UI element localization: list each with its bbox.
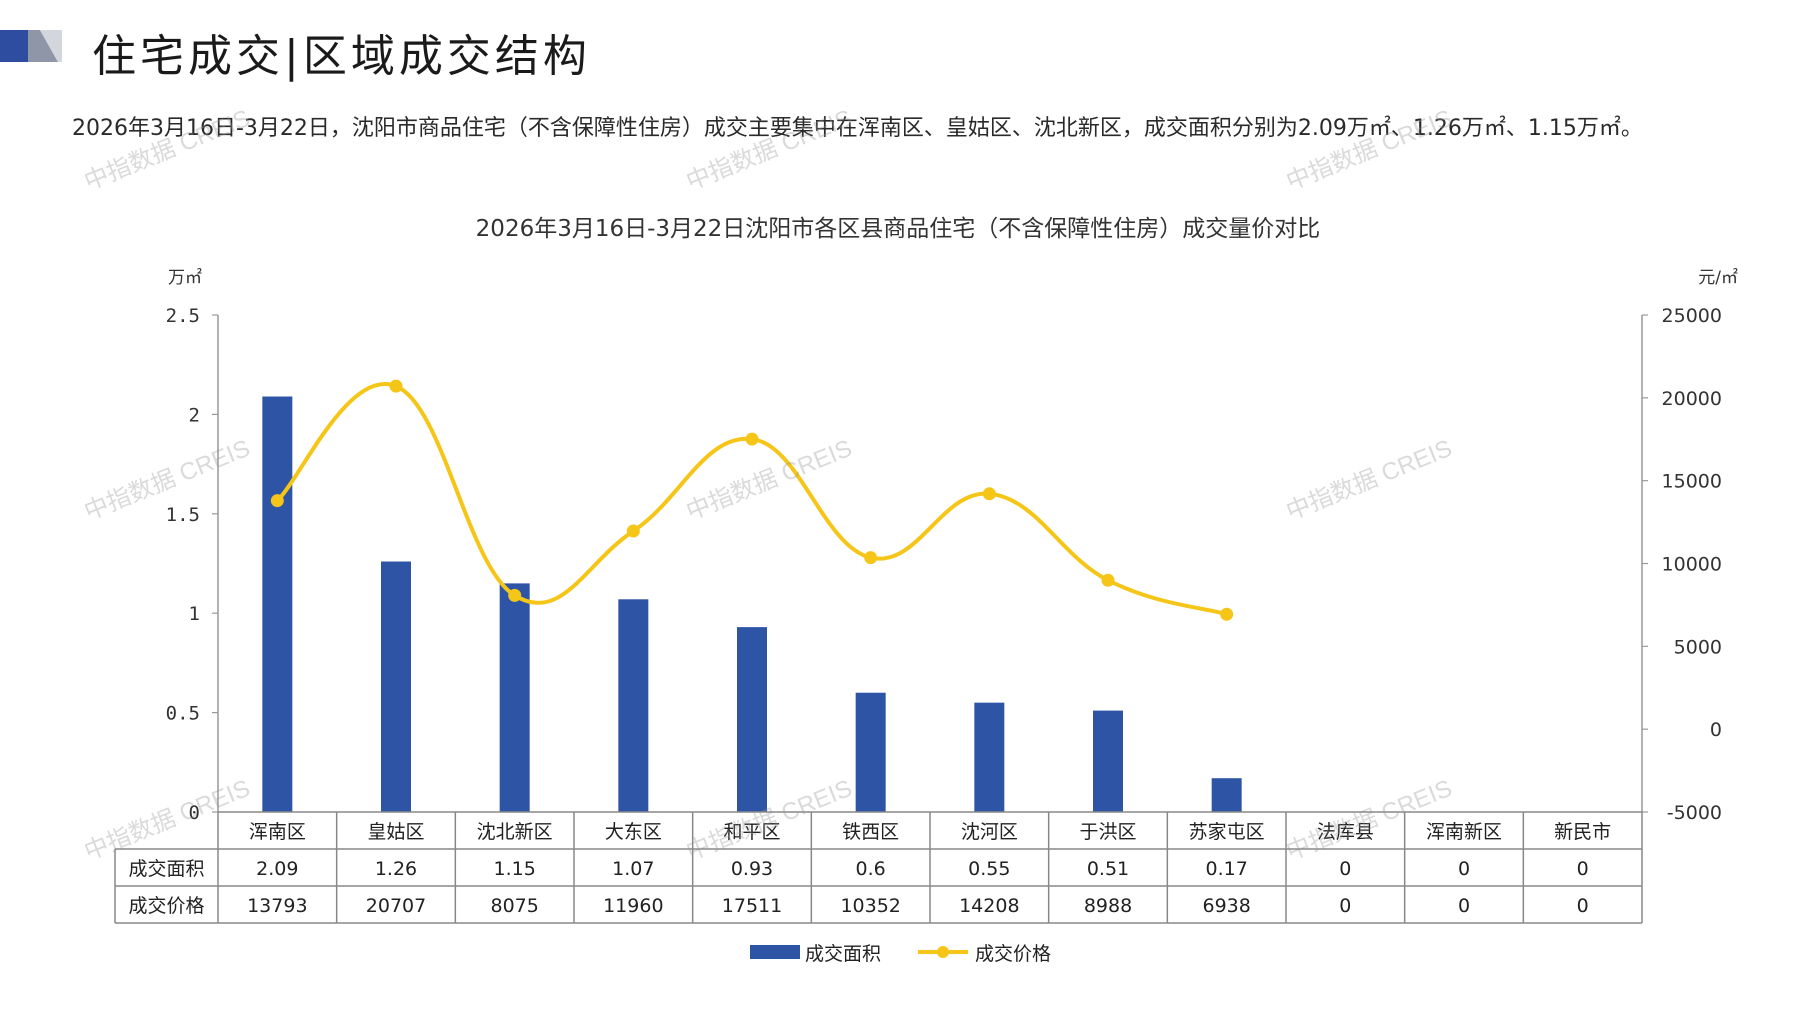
- x-tick-label: 大东区: [605, 821, 662, 843]
- data-label-area: 0: [1339, 858, 1351, 880]
- price-point-和平区: [745, 432, 759, 446]
- y-left-tick-label: 1: [189, 603, 200, 625]
- y-right-tick-label: 20000: [1662, 388, 1722, 410]
- bar-沈河区: [974, 702, 1005, 812]
- data-label-price: 20707: [366, 895, 426, 917]
- data-label-area: 0.55: [968, 858, 1010, 880]
- y-right-tick-label: -5000: [1667, 802, 1722, 824]
- y-right-tick-label: 10000: [1662, 554, 1722, 576]
- price-point-沈河区: [982, 487, 996, 501]
- x-tick-label: 苏家屯区: [1189, 821, 1265, 843]
- table-row-header-area: 成交面积: [128, 858, 204, 880]
- x-tick-label: 沈北新区: [477, 821, 553, 843]
- x-tick-label: 浑南区: [249, 821, 306, 843]
- data-label-price: 17511: [722, 895, 782, 917]
- data-label-price: 0: [1339, 895, 1351, 917]
- data-label-price: 13793: [247, 895, 307, 917]
- data-label-price: 10352: [840, 895, 900, 917]
- price-point-沈北新区: [508, 588, 522, 602]
- legend-label-area: 成交面积: [805, 943, 881, 965]
- bar-沈北新区: [499, 583, 530, 812]
- x-tick-label: 皇姑区: [367, 821, 424, 843]
- chart-title: 2026年3月16日-3月22日沈阳市各区县商品住宅（不含保障性住房）成交量价对…: [476, 216, 1321, 242]
- table-row-header-price: 成交价格: [128, 895, 204, 917]
- bar-于洪区: [1093, 710, 1123, 812]
- y-right-tick-label: 5000: [1674, 636, 1722, 658]
- data-label-area: 0.93: [731, 858, 773, 880]
- price-point-铁西区: [864, 551, 878, 565]
- y-left-unit: 万㎡: [168, 268, 202, 288]
- y-left-tick-label: 2.5: [166, 305, 200, 327]
- y-left-tick-label: 1.5: [166, 504, 200, 526]
- price-point-于洪区: [1101, 573, 1115, 587]
- y-right-tick-label: 15000: [1662, 471, 1722, 493]
- legend-label-price: 成交价格: [975, 943, 1051, 965]
- y-left-tick-label: 0: [189, 802, 200, 824]
- y-left-tick-label: 2: [189, 404, 200, 426]
- y-right-tick-label: 25000: [1662, 305, 1722, 327]
- brand-logo-icon: [0, 30, 62, 62]
- price-point-苏家屯区: [1220, 607, 1234, 621]
- price-point-大东区: [626, 524, 640, 538]
- data-label-area: 1.26: [375, 858, 417, 880]
- price-point-皇姑区: [389, 379, 403, 393]
- data-label-price: 0: [1458, 895, 1470, 917]
- data-label-area: 0: [1458, 858, 1470, 880]
- y-right-unit: 元/㎡: [1698, 268, 1738, 288]
- bar-苏家屯区: [1211, 778, 1242, 812]
- bar-皇姑区: [381, 561, 411, 812]
- bar-铁西区: [855, 692, 886, 812]
- data-label-price: 14208: [959, 895, 1019, 917]
- legend-swatch-area: [750, 945, 800, 959]
- y-left-tick-label: 0.5: [166, 703, 200, 725]
- data-label-price: 8075: [490, 895, 538, 917]
- x-tick-label: 浑南新区: [1426, 821, 1502, 843]
- data-label-area: 0.51: [1087, 858, 1129, 880]
- page-title: 住宅成交|区域成交结构: [92, 31, 591, 82]
- data-label-area: 1.15: [494, 858, 536, 880]
- price-line: [275, 382, 1228, 617]
- data-label-area: 0.6: [856, 858, 886, 880]
- legend-marker-price: [937, 946, 949, 958]
- intro-paragraph: 2026年3月16日-3月22日，沈阳市商品住宅（不含保障性住房）成交主要集中在…: [72, 116, 1643, 141]
- bar-大东区: [618, 599, 649, 812]
- bar-浑南区: [262, 396, 293, 812]
- data-label-price: 8988: [1084, 895, 1132, 917]
- data-label-price: 11960: [603, 895, 663, 917]
- x-tick-label: 于洪区: [1079, 821, 1136, 843]
- x-tick-label: 和平区: [723, 821, 780, 843]
- y-right-tick-label: 0: [1710, 719, 1722, 741]
- data-label-price: 6938: [1202, 895, 1250, 917]
- data-label-price: 0: [1577, 895, 1589, 917]
- data-label-area: 0.17: [1206, 858, 1248, 880]
- price-point-浑南区: [270, 494, 284, 508]
- bar-和平区: [737, 627, 767, 812]
- data-label-area: 1.07: [612, 858, 654, 880]
- data-label-area: 2.09: [256, 858, 298, 880]
- data-label-area: 0: [1577, 858, 1589, 880]
- x-tick-label: 法库县: [1317, 821, 1374, 843]
- x-tick-label: 铁西区: [842, 821, 899, 843]
- x-tick-label: 沈河区: [961, 821, 1018, 843]
- x-tick-label: 新民市: [1554, 821, 1611, 843]
